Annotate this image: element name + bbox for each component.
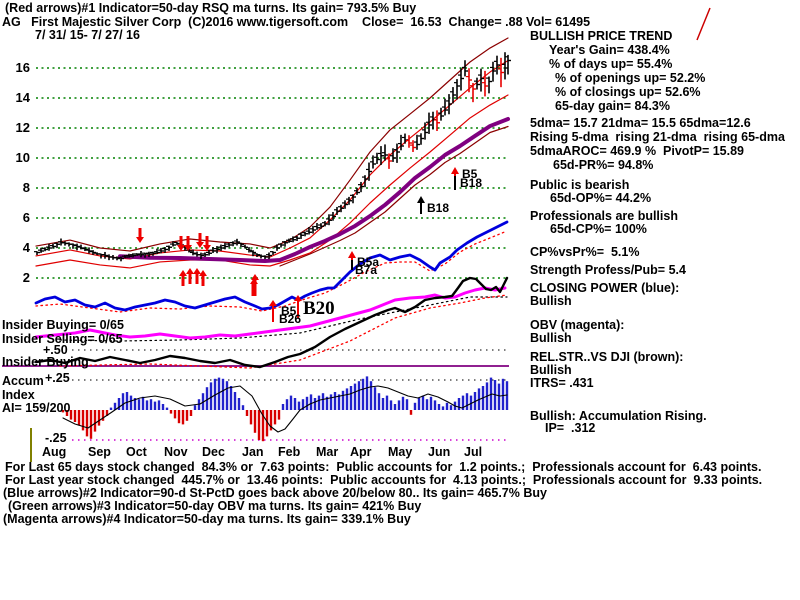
analysis-line-19: Bullish [530,331,572,345]
summary-line-1: For Last year stock changed 445.7% or 13… [5,473,763,487]
summary-line-3: (Green arrows)#3 Indicator=50-day OBV ma… [8,499,422,513]
price-tick-12: 12 [15,120,30,135]
month-label-mar: Mar [316,445,339,459]
analysis-line-12: Professionals are bullish [530,209,678,223]
price-tick-8: 8 [22,180,30,195]
summary-line-0: For Last 65 days stock changed 84.3% or … [5,460,762,474]
price-tick-16: 16 [15,60,30,75]
analysis-line-4: % of closings up= 52.6% [555,85,701,99]
analysis-line-0: BULLISH PRICE TREND [530,29,673,43]
month-label-jan: Jan [242,445,264,459]
buy-signal-label-0: B5a [357,255,380,269]
price-tick-2: 2 [22,270,30,285]
price-tick-10: 10 [15,150,30,165]
month-label-may: May [388,445,413,459]
indicator-label-4: Accum [2,374,44,388]
month-label-nov: Nov [164,445,188,459]
indicator-label-5: +.25 [45,371,70,385]
month-label-oct: Oct [126,445,147,459]
price-tick-14: 14 [15,90,30,105]
indicator-label-0: Insider Buying= 0/65 [2,318,124,332]
analysis-line-11: 65d-OP%= 44.2% [550,191,652,205]
month-label-aug: Aug [42,445,67,459]
price-tick-6: 6 [22,210,30,225]
analysis-line-8: 5dmaAROC= 469.9 % PivotP= 15.89 [530,144,744,158]
buy-signal-label-1: B7a [355,263,378,277]
summary-line-2: (Blue arrows)#2 Indicator=90-d St-PctD g… [3,486,547,500]
indicator-label-6: Index [2,388,35,402]
analysis-line-6: 5dma= 15.7 21dma= 15.5 65dma=12.6 [530,116,751,130]
analysis-line-2: % of days up= 55.4% [549,57,673,71]
month-label-apr: Apr [350,445,372,459]
date-range: 7/ 31/ 15- 7/ 27/ 16 [35,28,140,42]
analysis-line-16: CLOSING POWER (blue): [530,281,680,295]
indicator-label-1: Insider Selling= 0/65 [2,332,123,346]
analysis-line-7: Rising 5-dma rising 21-dma rising 65-dma [530,130,785,144]
analysis-line-15: Strength Profess/Pub= 5.4 [530,263,686,277]
analysis-line-24: IP= .312 [545,421,596,435]
analysis-line-21: Bullish [530,363,572,377]
analysis-line-1: Year's Gain= 438.4% [549,43,670,57]
buy-signal-label-7: B20 [303,298,335,319]
month-label-feb: Feb [278,445,301,459]
indicator1-legend: (Red arrows)#1 Indicator=50-day RSQ ma t… [5,1,417,15]
analysis-line-9: 65d-PR%= 94.8% [553,158,654,172]
month-label-jun: Jun [428,445,451,459]
indicator-label-7: AI= 159/200 [2,401,71,415]
month-label-dec: Dec [202,445,225,459]
analysis-line-20: REL.STR..VS DJI (brown): [530,350,684,364]
indicator-label-8: -.25 [45,431,67,445]
analysis-line-14: CP%vsPr%= 5.1% [530,245,640,259]
analysis-line-5: 65-day gain= 84.3% [555,99,670,113]
month-label-sep: Sep [88,445,111,459]
buy-signal-label-6: B26 [279,312,302,326]
summary-line-4: (Magenta arrows)#4 Indicator=50-day ma t… [3,512,411,526]
analysis-line-10: Public is bearish [530,178,630,192]
month-label-jul: Jul [464,445,483,459]
indicator-label-2: +.50 [43,343,68,357]
buy-signal-label-3: B5 [462,167,478,181]
ticker-title-line: AG First Majestic Silver Corp (C)2016 ww… [2,15,591,29]
buy-signal-label-5: B5 [281,304,297,318]
analysis-line-17: Bullish [530,294,572,308]
analysis-line-18: OBV (magenta): [530,318,625,332]
price-tick-4: 4 [22,240,30,255]
analysis-line-13: 65d-CP%= 100% [550,222,647,236]
buy-signal-label-4: B18 [460,176,483,190]
analysis-line-22: ITRS= .431 [530,376,594,390]
analysis-line-23: Bullish: Accumulation Rising. [530,409,707,423]
buy-signal-label-2: B18 [427,201,450,215]
indicator-label-3: Insider Buying [2,355,89,369]
analysis-line-3: % of openings up= 52.2% [555,71,706,85]
